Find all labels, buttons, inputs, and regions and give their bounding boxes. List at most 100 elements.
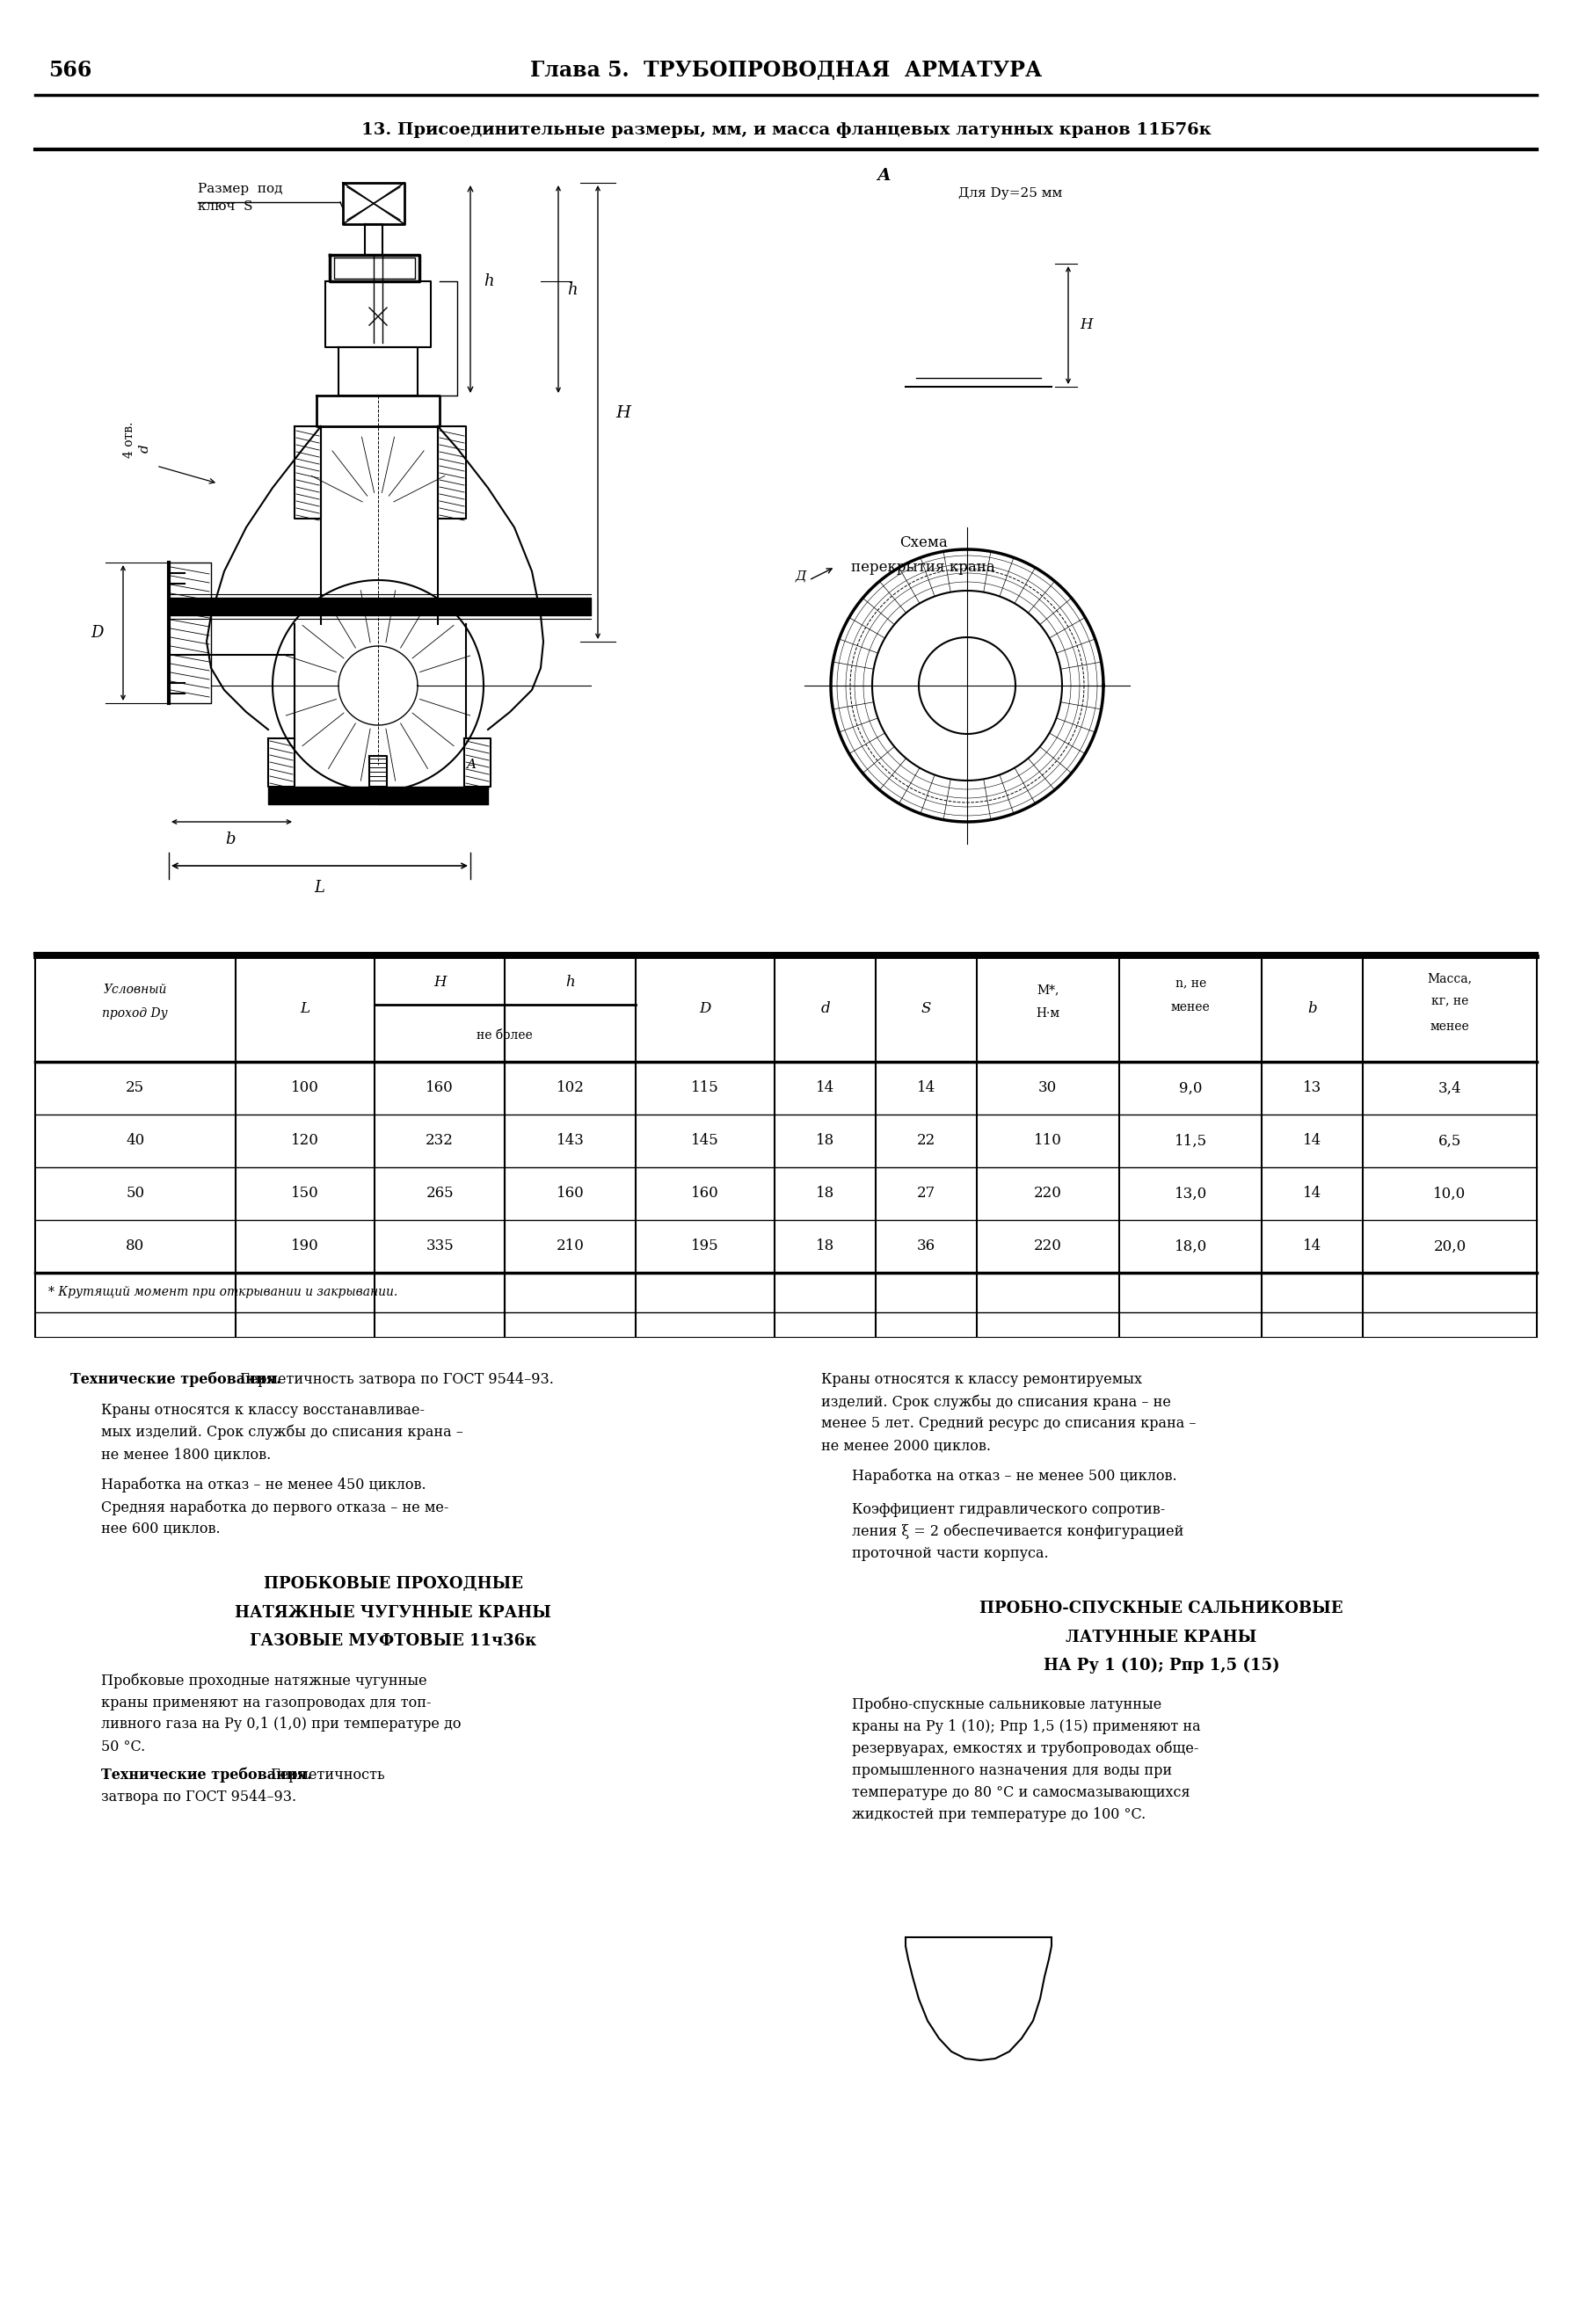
Text: Для Dу=25 мм: Для Dу=25 мм [959,188,1063,200]
Text: n, не: n, не [1174,976,1206,988]
Text: h: h [566,976,575,990]
Text: 220: 220 [1034,1185,1063,1202]
Text: М*,: М*, [1036,983,1060,997]
Text: Краны относятся к классу ремонтируемых: Краны относятся к классу ремонтируемых [821,1371,1143,1387]
Text: ЛАТУННЫЕ КРАНЫ: ЛАТУННЫЕ КРАНЫ [1066,1629,1258,1645]
Text: 14: 14 [816,1081,835,1095]
Text: 3,4: 3,4 [1438,1081,1462,1095]
Text: ления ξ = 2 обеспечивается конфигурацией: ления ξ = 2 обеспечивается конфигурацией [852,1525,1184,1538]
Text: ГАЗОВЫЕ МУФТОВЫЕ 11ч36к: ГАЗОВЫЕ МУФТОВЫЕ 11ч36к [250,1634,536,1650]
Text: 100: 100 [291,1081,319,1095]
Text: h: h [567,281,577,297]
Text: промышленного назначения для воды при: промышленного назначения для воды при [852,1764,1173,1778]
Text: менее: менее [1171,1002,1210,1013]
Text: 220: 220 [1034,1239,1063,1255]
Text: 6,5: 6,5 [1438,1134,1462,1148]
Text: H: H [434,976,446,990]
Text: Пробно-спускные сальниковые латунные: Пробно-спускные сальниковые латунные [852,1697,1162,1713]
Text: A: A [465,758,476,772]
Text: НАТЯЖНЫЕ ЧУГУННЫЕ КРАНЫ: НАТЯЖНЫЕ ЧУГУННЫЕ КРАНЫ [234,1606,552,1620]
Text: менее: менее [1431,1020,1470,1032]
Text: 9,0: 9,0 [1179,1081,1203,1095]
Text: 110: 110 [1034,1134,1063,1148]
Text: 30: 30 [1039,1081,1058,1095]
Text: S: S [921,1002,931,1016]
Text: 145: 145 [692,1134,718,1148]
Text: 22: 22 [916,1134,935,1148]
Text: Технические требования.: Технические требования. [71,1371,281,1387]
Text: 160: 160 [556,1185,585,1202]
Text: Н·м: Н·м [1036,1006,1060,1020]
Text: 566: 566 [49,60,91,81]
Text: D: D [700,1002,711,1016]
Text: Пробковые проходные натяжные чугунные: Пробковые проходные натяжные чугунные [101,1673,428,1690]
Text: 18: 18 [816,1134,835,1148]
Text: b: b [225,832,236,848]
Text: Наработка на отказ – не менее 450 циклов.: Наработка на отказ – не менее 450 циклов… [101,1478,426,1492]
Text: 115: 115 [692,1081,718,1095]
Text: ПРОБНО-СПУСКНЫЕ САЛЬНИКОВЫЕ: ПРОБНО-СПУСКНЫЕ САЛЬНИКОВЫЕ [979,1601,1342,1618]
Text: 143: 143 [556,1134,585,1148]
Text: 160: 160 [426,1081,454,1095]
Text: d: d [138,444,151,453]
Text: краны на Pу 1 (10); Pпр 1,5 (15) применяют на: краны на Pу 1 (10); Pпр 1,5 (15) применя… [852,1720,1201,1734]
Text: не менее 1800 циклов.: не менее 1800 циклов. [101,1448,270,1462]
Text: 195: 195 [692,1239,718,1255]
Text: 120: 120 [291,1134,319,1148]
Text: 14: 14 [916,1081,935,1095]
Text: ключ  S: ключ S [198,200,253,214]
Text: 232: 232 [426,1134,454,1148]
Text: Размер  под: Размер под [198,184,283,195]
Text: * Крутящий момент при открывании и закрывании.: * Крутящий момент при открывании и закры… [49,1285,398,1299]
Text: 10,0: 10,0 [1434,1185,1467,1202]
Text: 150: 150 [291,1185,319,1202]
Text: Масса,: Масса, [1427,971,1473,985]
Text: температуре до 80 °C и самосмазывающихся: температуре до 80 °C и самосмазывающихся [852,1785,1190,1801]
Text: не менее 2000 циклов.: не менее 2000 циклов. [821,1439,990,1452]
Text: 265: 265 [426,1185,454,1202]
Text: проточной части корпуса.: проточной части корпуса. [852,1545,1049,1562]
Text: H: H [1080,318,1093,332]
Text: затвора по ГОСТ 9544–93.: затвора по ГОСТ 9544–93. [101,1789,297,1803]
Text: H: H [615,404,630,421]
Text: жидкостей при температуре до 100 °C.: жидкостей при температуре до 100 °C. [852,1808,1146,1822]
Text: L: L [314,881,324,895]
Text: h: h [484,274,494,288]
Text: НА Pу 1 (10); Pпр 1,5 (15): НА Pу 1 (10); Pпр 1,5 (15) [1044,1657,1280,1673]
Text: 50: 50 [126,1185,145,1202]
Text: 18,0: 18,0 [1174,1239,1207,1255]
Text: 102: 102 [556,1081,585,1095]
Text: не более: не более [476,1030,533,1041]
Text: ПРОБКОВЫЕ ПРОХОДНЫЕ: ПРОБКОВЫЕ ПРОХОДНЫЕ [264,1576,522,1592]
Text: 18: 18 [816,1185,835,1202]
Text: 27: 27 [916,1185,935,1202]
Text: 25: 25 [126,1081,145,1095]
Text: Краны относятся к классу восстанавливае-: Краны относятся к классу восстанавливае- [101,1404,424,1418]
Text: D: D [91,625,104,641]
Text: b: b [1308,1002,1317,1016]
Text: нее 600 циклов.: нее 600 циклов. [101,1522,220,1536]
Text: 13: 13 [1303,1081,1322,1095]
Text: 36: 36 [916,1239,935,1255]
Text: 190: 190 [291,1239,319,1255]
Text: 13. Присоединительные размеры, мм, и масса фланцевых латунных кранов 11Б76к: 13. Присоединительные размеры, мм, и мас… [362,123,1210,137]
Text: 40: 40 [126,1134,145,1148]
Text: проход Dу: проход Dу [102,1006,168,1020]
Text: 335: 335 [426,1239,454,1255]
Text: Технические требования.: Технические требования. [101,1769,311,1783]
Text: 14: 14 [1303,1239,1322,1255]
Text: перекрытия крана: перекрытия крана [850,560,995,574]
Text: 13,0: 13,0 [1174,1185,1207,1202]
Text: краны применяют на газопроводах для топ-: краны применяют на газопроводах для топ- [101,1694,431,1710]
Text: Глава 5.  ТРУБОПРОВОДНАЯ  АРМАТУРА: Глава 5. ТРУБОПРОВОДНАЯ АРМАТУРА [530,60,1042,81]
Text: кг, не: кг, не [1431,995,1468,1006]
Text: 11,5: 11,5 [1174,1134,1207,1148]
Text: 14: 14 [1303,1185,1322,1202]
Text: Средняя наработка до первого отказа – не ме-: Средняя наработка до первого отказа – не… [101,1499,448,1515]
Text: 80: 80 [126,1239,145,1255]
Text: L: L [300,1002,310,1016]
Text: Герметичность: Герметичность [266,1769,385,1783]
Text: 50 °C.: 50 °C. [101,1738,145,1755]
Text: 4 отв.: 4 отв. [123,421,135,458]
Text: ливного газа на Pу 0,1 (1,0) при температуре до: ливного газа на Pу 0,1 (1,0) при темпера… [101,1717,461,1731]
